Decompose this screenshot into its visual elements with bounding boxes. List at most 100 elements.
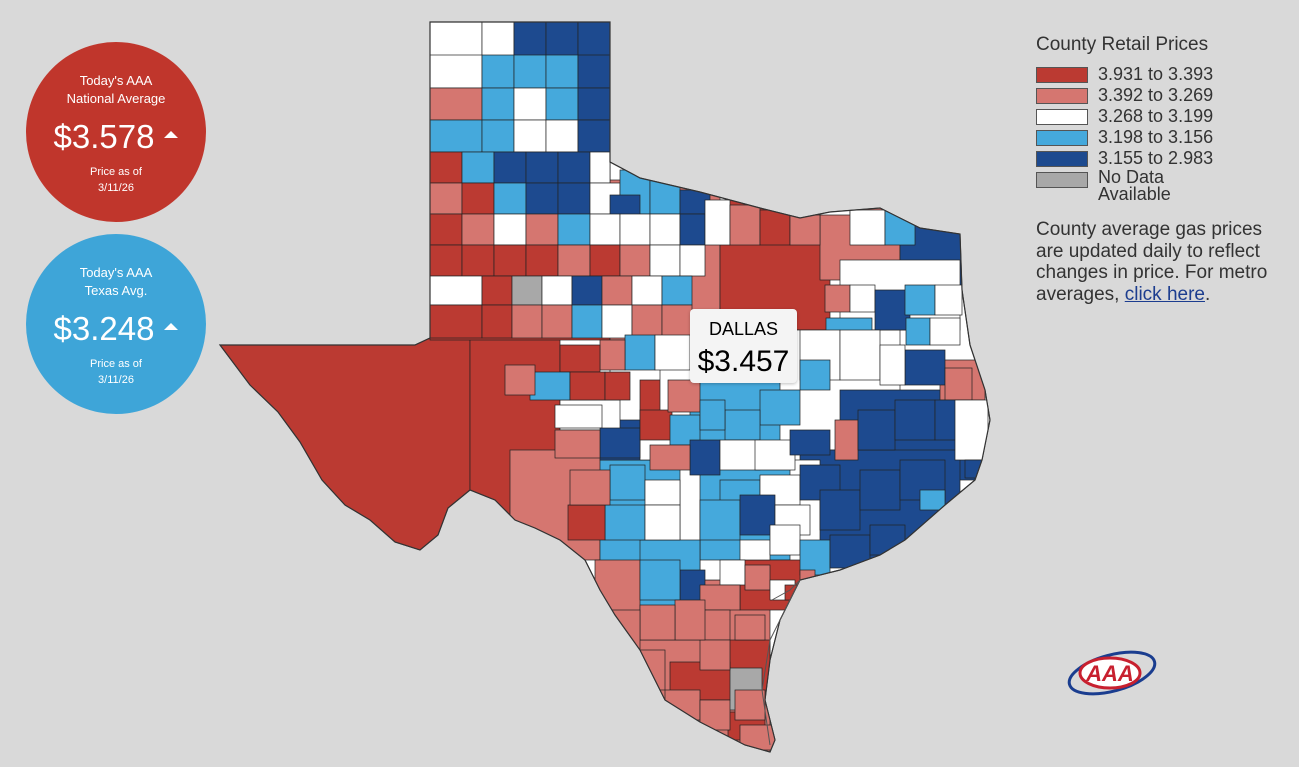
county-region[interactable] <box>799 569 816 586</box>
county-region[interactable] <box>557 244 591 277</box>
county-region[interactable] <box>569 371 606 401</box>
county-region[interactable] <box>769 524 801 556</box>
county-region[interactable] <box>545 119 579 153</box>
county-region[interactable] <box>511 275 543 306</box>
county-region[interactable] <box>577 54 611 89</box>
county-region[interactable] <box>639 604 676 641</box>
county-region[interactable] <box>624 334 656 371</box>
county-region[interactable] <box>601 275 633 306</box>
county-region[interactable] <box>513 54 547 89</box>
county-region[interactable] <box>631 304 663 339</box>
county-region[interactable] <box>631 275 663 306</box>
county-region[interactable] <box>654 334 691 371</box>
county-region[interactable] <box>819 179 851 216</box>
county-region[interactable] <box>734 614 766 641</box>
county-region[interactable] <box>461 213 495 246</box>
county-region[interactable] <box>649 444 691 471</box>
county-region[interactable] <box>577 119 611 153</box>
county-region[interactable] <box>589 213 621 246</box>
county-region[interactable] <box>905 317 931 346</box>
county-region[interactable] <box>461 182 495 215</box>
county-region[interactable] <box>481 304 513 339</box>
county-region[interactable] <box>739 724 776 751</box>
county-region[interactable] <box>699 699 731 731</box>
county-region[interactable] <box>689 439 721 476</box>
county-region[interactable] <box>429 213 463 246</box>
county-region[interactable] <box>604 371 631 401</box>
county-region[interactable] <box>799 359 831 391</box>
county-region[interactable] <box>577 87 611 121</box>
county-region[interactable] <box>571 304 603 339</box>
county-region[interactable] <box>461 151 495 184</box>
county-region[interactable] <box>834 419 859 461</box>
county-region[interactable] <box>679 213 706 246</box>
county-region[interactable] <box>964 459 986 479</box>
county-region[interactable] <box>525 244 559 277</box>
county-region[interactable] <box>545 54 579 89</box>
county-grid[interactable] <box>220 22 989 760</box>
county-region[interactable] <box>559 344 601 373</box>
county-region[interactable] <box>493 182 527 215</box>
county-region[interactable] <box>429 87 483 121</box>
county-region[interactable] <box>429 275 483 306</box>
county-region[interactable] <box>525 182 559 215</box>
county-region[interactable] <box>599 427 641 459</box>
county-region[interactable] <box>929 317 961 346</box>
county-region[interactable] <box>849 284 876 313</box>
county-region[interactable] <box>734 689 766 721</box>
county-region[interactable] <box>589 151 611 184</box>
county-region[interactable] <box>919 489 946 511</box>
county-region[interactable] <box>704 199 731 246</box>
county-region[interactable] <box>759 209 791 246</box>
county-region[interactable] <box>529 371 571 401</box>
county-region[interactable] <box>729 204 761 246</box>
county-region[interactable] <box>599 609 641 651</box>
county-region[interactable] <box>619 244 651 277</box>
county-region[interactable] <box>819 489 861 531</box>
county-region[interactable] <box>429 119 483 153</box>
county-region[interactable] <box>481 54 515 89</box>
county-region[interactable] <box>789 429 831 456</box>
county-region[interactable] <box>884 204 916 246</box>
county-region[interactable] <box>504 364 536 396</box>
county-region[interactable] <box>639 559 681 601</box>
county-region[interactable] <box>571 275 603 306</box>
county-region[interactable] <box>644 504 681 541</box>
county-region[interactable] <box>525 151 559 184</box>
county-region[interactable] <box>554 429 601 459</box>
county-region[interactable] <box>461 244 495 277</box>
county-region[interactable] <box>493 213 527 246</box>
county-region[interactable] <box>839 329 881 381</box>
county-region[interactable] <box>541 275 573 306</box>
county-region[interactable] <box>824 284 851 313</box>
county-region[interactable] <box>649 179 681 215</box>
county-region[interactable] <box>667 379 701 413</box>
county-region[interactable] <box>429 54 483 89</box>
county-region[interactable] <box>744 564 771 591</box>
county-region[interactable] <box>481 87 515 121</box>
county-region[interactable] <box>557 182 591 215</box>
county-region[interactable] <box>557 213 591 246</box>
county-region[interactable] <box>661 304 693 339</box>
county-region[interactable] <box>429 304 483 339</box>
county-region[interactable] <box>699 584 741 611</box>
county-region[interactable] <box>601 304 633 339</box>
county-region[interactable] <box>699 639 731 671</box>
county-region[interactable] <box>904 349 946 386</box>
county-region[interactable] <box>664 689 701 721</box>
county-region[interactable] <box>481 275 513 306</box>
county-region[interactable] <box>857 409 896 451</box>
county-region[interactable] <box>557 151 591 184</box>
county-region[interactable] <box>511 304 543 339</box>
county-region[interactable] <box>429 244 463 277</box>
county-region[interactable] <box>429 182 463 215</box>
county-region[interactable] <box>619 213 651 246</box>
county-region[interactable] <box>609 194 641 216</box>
county-region[interactable] <box>545 87 579 121</box>
county-region[interactable] <box>513 87 547 121</box>
county-region[interactable] <box>719 559 746 586</box>
county-region[interactable] <box>220 329 471 561</box>
county-region[interactable] <box>429 151 463 184</box>
metro-averages-link[interactable]: click here <box>1124 283 1205 305</box>
